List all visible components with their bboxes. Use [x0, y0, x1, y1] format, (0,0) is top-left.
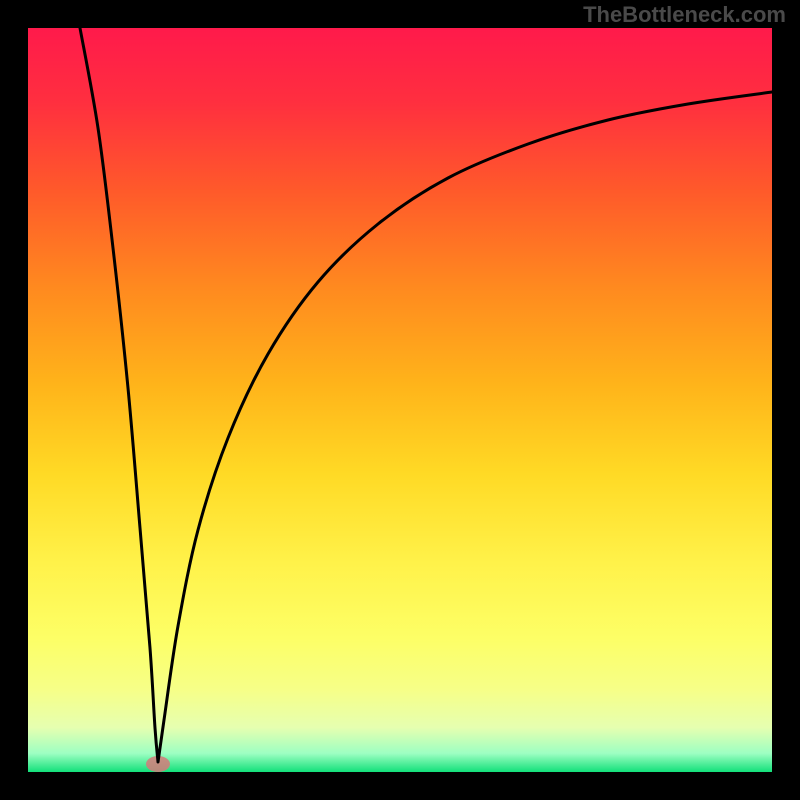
watermark-text: TheBottleneck.com [583, 2, 786, 28]
bottleneck-curve-svg [28, 28, 772, 772]
bottleneck-curve-path [80, 28, 772, 762]
chart-container: TheBottleneck.com [0, 0, 800, 800]
plot-area [28, 28, 772, 772]
